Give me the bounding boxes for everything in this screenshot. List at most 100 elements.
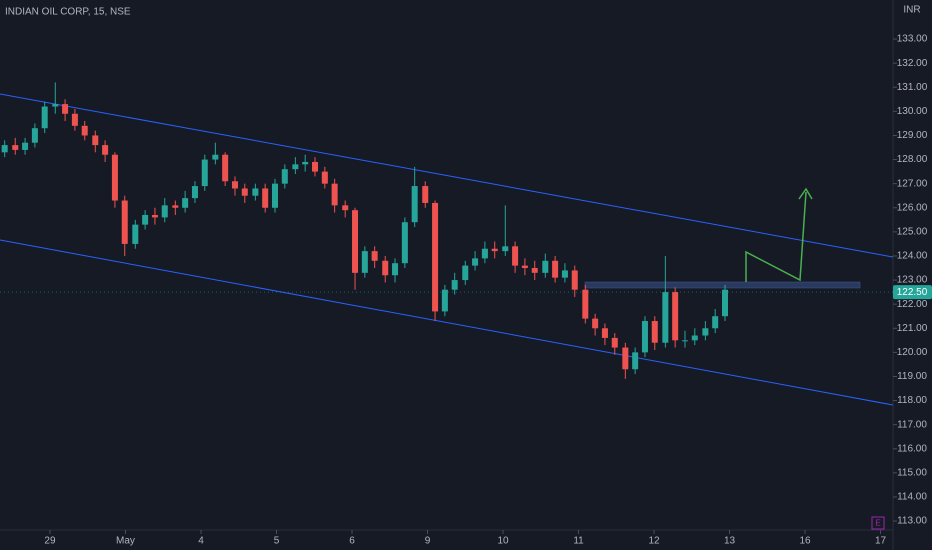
candle-body bbox=[121, 200, 128, 244]
x-tick-label: 12 bbox=[648, 536, 660, 547]
candle-body bbox=[151, 214, 158, 218]
candle-body bbox=[161, 205, 168, 218]
x-tick-label: 11 bbox=[573, 536, 584, 547]
y-tick-label: 123.00 bbox=[897, 275, 928, 286]
candle-body bbox=[601, 328, 608, 338]
candle-body bbox=[172, 205, 179, 208]
y-tick-label: 114.00 bbox=[897, 492, 927, 503]
candle-body bbox=[292, 164, 299, 170]
y-tick-label: 113.00 bbox=[897, 516, 927, 527]
y-tick-label: 115.00 bbox=[897, 468, 927, 479]
y-tick-label: 116.00 bbox=[897, 443, 927, 454]
candle-body bbox=[401, 222, 408, 264]
y-tick-label: 120.00 bbox=[897, 347, 928, 358]
candle-body bbox=[231, 181, 238, 189]
candle-body bbox=[212, 154, 219, 160]
candle-body bbox=[71, 113, 78, 126]
channel-lower bbox=[0, 239, 894, 406]
badge-box[interactable] bbox=[871, 516, 885, 530]
candle-body bbox=[691, 335, 698, 341]
candle-body bbox=[411, 186, 418, 223]
candle-body bbox=[132, 224, 139, 244]
candle-body bbox=[22, 142, 29, 150]
candle-body bbox=[361, 251, 368, 273]
candle-body bbox=[12, 145, 19, 150]
projection-arrowhead bbox=[798, 187, 813, 200]
candle-body bbox=[552, 260, 559, 278]
last-price-box bbox=[893, 285, 932, 300]
y-tick-label: 133.00 bbox=[897, 34, 928, 45]
candle-body bbox=[611, 337, 618, 348]
candle-body bbox=[81, 125, 88, 136]
candle-body bbox=[352, 210, 359, 273]
candle-body bbox=[521, 265, 528, 269]
candle-body bbox=[102, 145, 109, 155]
candle-body bbox=[512, 246, 519, 266]
badge[interactable]: E bbox=[875, 519, 880, 528]
candle-body bbox=[531, 268, 538, 273]
candle-body bbox=[281, 169, 288, 184]
candle-body bbox=[241, 188, 248, 196]
candle-body bbox=[312, 161, 319, 172]
candle-body bbox=[62, 104, 69, 114]
candle-body bbox=[451, 280, 458, 290]
candle-body bbox=[582, 289, 589, 319]
candle-body bbox=[561, 270, 568, 278]
y-tick-label: 119.00 bbox=[897, 371, 927, 382]
y-tick-label: 127.00 bbox=[897, 178, 928, 189]
candle-body bbox=[462, 265, 469, 281]
candle-body bbox=[641, 321, 648, 353]
candle-body bbox=[41, 106, 48, 129]
candle-body bbox=[142, 214, 149, 225]
candle-body bbox=[472, 258, 479, 266]
candle-body bbox=[722, 289, 729, 317]
candle-body bbox=[481, 248, 488, 259]
symbol-title: INDIAN OIL CORP, 15, NSE bbox=[5, 7, 131, 18]
candle-body bbox=[622, 347, 629, 370]
x-tick-label: May bbox=[116, 536, 135, 547]
channel-upper bbox=[0, 93, 894, 258]
x-tick-label: 5 bbox=[274, 536, 280, 547]
candle-body bbox=[662, 292, 669, 343]
x-tick-label: 4 bbox=[198, 536, 204, 547]
candle-body bbox=[392, 263, 399, 276]
candle-body bbox=[191, 186, 198, 199]
candle-body bbox=[31, 128, 38, 143]
candle-body bbox=[432, 202, 439, 312]
y-tick-label: 126.00 bbox=[897, 202, 928, 213]
candle-body bbox=[111, 154, 118, 201]
y-tick-label: 122.00 bbox=[897, 299, 928, 310]
candle-body bbox=[222, 154, 229, 182]
y-tick-label: 132.00 bbox=[897, 58, 928, 69]
candle-body bbox=[92, 135, 99, 146]
candle-body bbox=[302, 161, 309, 165]
y-tick-label: 117.00 bbox=[897, 419, 927, 430]
candle-body bbox=[672, 292, 679, 341]
candle-body bbox=[422, 186, 429, 203]
candle-body bbox=[262, 188, 269, 208]
y-tick-label: 118.00 bbox=[897, 395, 927, 406]
y-tick-label: 121.00 bbox=[897, 323, 928, 334]
x-tick-label: 13 bbox=[724, 536, 736, 547]
candle-body bbox=[182, 198, 189, 208]
candle-body bbox=[592, 318, 599, 329]
candle-body bbox=[702, 328, 709, 336]
x-tick-label: 10 bbox=[497, 536, 509, 547]
candle-body bbox=[1, 145, 8, 153]
candle-body bbox=[681, 340, 688, 342]
y-tick-label: 129.00 bbox=[897, 130, 928, 141]
x-tick-label: 6 bbox=[349, 536, 355, 547]
x-tick-label: 29 bbox=[44, 536, 56, 547]
last-price-label: 122.50 bbox=[897, 287, 928, 298]
projection-path bbox=[745, 191, 807, 282]
y-tick-label: 124.00 bbox=[897, 251, 928, 262]
candle-body bbox=[331, 183, 338, 206]
candle-body bbox=[321, 171, 328, 184]
candles bbox=[1, 82, 729, 379]
candle-body bbox=[342, 205, 349, 211]
candle-body bbox=[632, 352, 639, 370]
x-tick-label: 16 bbox=[799, 536, 811, 547]
candle-body bbox=[201, 159, 208, 187]
currency: INR bbox=[903, 5, 920, 16]
